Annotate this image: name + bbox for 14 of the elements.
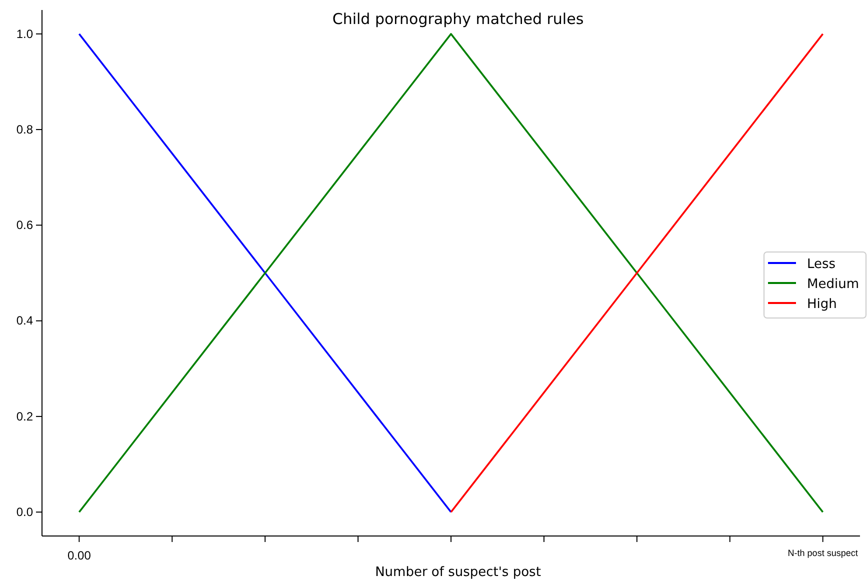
x-axis-title: Number of suspect's post xyxy=(375,565,541,579)
y-tick-label: 0.0 xyxy=(16,504,34,519)
legend-label: Medium xyxy=(807,277,859,292)
y-tick-label: 0.4 xyxy=(16,314,34,328)
y-tick-label: 0.8 xyxy=(16,122,34,136)
y-tick-label: 1.0 xyxy=(16,26,34,41)
x-tick-label: N-th post suspect xyxy=(788,548,858,558)
line-series xyxy=(78,33,452,513)
chart-title: Child pornography matched rules xyxy=(332,10,584,28)
legend-label: High xyxy=(807,297,837,312)
legend-label: Less xyxy=(807,257,836,272)
y-tick-label: 0.2 xyxy=(16,409,34,424)
y-tick-label: 0.6 xyxy=(16,218,34,232)
x-tick-label: 0.00 xyxy=(68,548,92,562)
